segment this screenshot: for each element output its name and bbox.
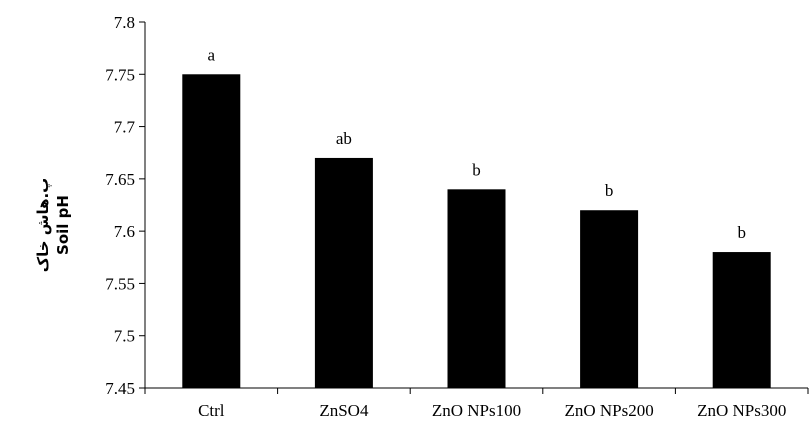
bars xyxy=(182,74,771,389)
x-tick-label: ZnO NPs200 xyxy=(564,401,653,420)
x-tick-label: ZnO NPs300 xyxy=(697,401,786,420)
x-tick-label: ZnO NPs100 xyxy=(432,401,521,420)
data-label: b xyxy=(605,181,614,200)
x-tick-label: ZnSO4 xyxy=(319,401,369,420)
y-axis-label-line-1: پ.هاش خاک xyxy=(34,178,52,273)
data-label: ab xyxy=(336,129,352,148)
x-tick-labels: Ctrl ZnSO4 ZnO NPs100 ZnO NPs200 ZnO NPs300 xyxy=(198,401,786,420)
y-tick-label: 7.7 xyxy=(114,118,136,137)
y-tick-label: 7.55 xyxy=(105,274,135,293)
y-axis-label: پ.هاش خاک Soil pH xyxy=(34,178,72,273)
x-tick-label: Ctrl xyxy=(198,401,225,420)
bar xyxy=(314,157,373,388)
y-tick-label: 7.45 xyxy=(105,379,135,398)
data-label: a xyxy=(208,45,216,64)
bar xyxy=(580,210,639,388)
bar xyxy=(712,252,771,388)
bar xyxy=(182,74,241,389)
y-tick-label: 7.5 xyxy=(114,327,135,346)
bar xyxy=(447,189,506,388)
data-label: b xyxy=(472,160,481,179)
data-labels: a ab b b b xyxy=(208,45,746,242)
y-tick-label: 7.65 xyxy=(105,170,135,189)
data-label: b xyxy=(737,223,746,242)
y-axis-label-line-2: Soil pH xyxy=(54,195,72,255)
y-tick-label: 7.75 xyxy=(105,65,135,84)
y-tick-label: 7.8 xyxy=(114,13,135,32)
y-ticks: 7.45 7.5 7.55 7.6 7.65 7.7 7.75 7.8 xyxy=(105,13,145,398)
y-tick-label: 7.6 xyxy=(114,222,135,241)
